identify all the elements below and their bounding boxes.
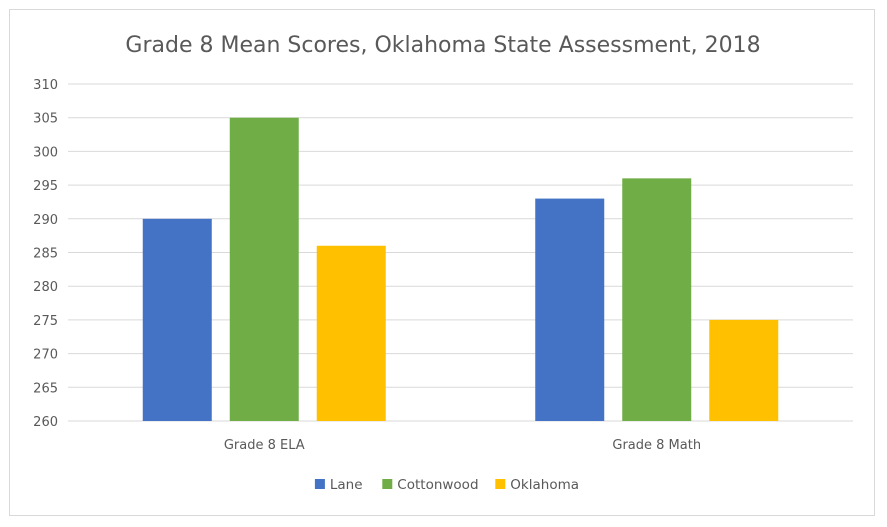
y-tick-label: 295 xyxy=(33,179,58,194)
y-tick-label: 300 xyxy=(33,145,58,160)
y-tick-label: 305 xyxy=(33,112,58,127)
legend-label-lane: Lane xyxy=(330,477,363,493)
y-tick-label: 265 xyxy=(33,381,58,396)
x-category-label: Grade 8 Math xyxy=(612,438,701,453)
y-tick-label: 270 xyxy=(33,348,58,363)
legend-swatch-cottonwood xyxy=(382,479,393,489)
y-tick-label: 280 xyxy=(33,280,58,295)
bar-oklahoma-0 xyxy=(316,245,386,421)
y-tick-label: 310 xyxy=(33,78,58,93)
bar-lane-1 xyxy=(535,198,605,421)
legend-label-cottonwood: Cottonwood xyxy=(397,477,478,493)
legend: Lane Cottonwood Oklahoma xyxy=(314,477,579,493)
bar-cottonwood-0 xyxy=(229,117,299,421)
legend-swatch-oklahoma xyxy=(495,479,506,489)
y-tick-label: 285 xyxy=(33,247,58,262)
bar-cottonwood-1 xyxy=(622,178,692,421)
y-tick-label: 275 xyxy=(33,314,58,329)
x-category-label: Grade 8 ELA xyxy=(224,438,305,453)
x-axis-categories: Grade 8 ELA Grade 8 Math xyxy=(224,438,701,453)
legend-swatch-lane xyxy=(314,479,325,489)
bar-oklahoma-1 xyxy=(709,319,779,421)
y-tick-label: 290 xyxy=(33,213,58,228)
y-tick-label: 260 xyxy=(33,415,58,430)
bar-lane-0 xyxy=(142,218,212,421)
legend-label-oklahoma: Oklahoma xyxy=(510,477,579,493)
chart-title: Grade 8 Mean Scores, Oklahoma State Asse… xyxy=(125,33,760,58)
bars xyxy=(142,117,779,421)
y-axis-ticks: 260 265 270 275 280 285 290 295 300 305 310 xyxy=(33,78,58,430)
